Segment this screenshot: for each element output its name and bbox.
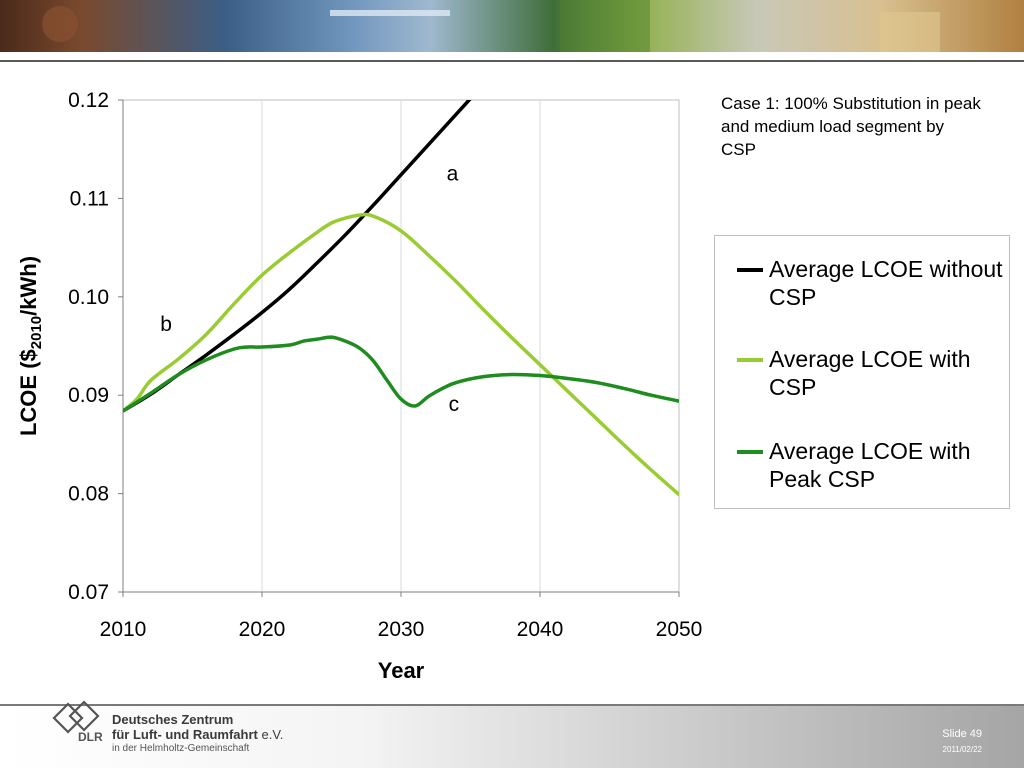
annotation-c: c bbox=[449, 393, 460, 416]
y-axis-title-tail: /kWh) bbox=[16, 256, 41, 316]
footer-divider bbox=[0, 704, 1024, 706]
dlr-logo: DLR bbox=[52, 700, 103, 744]
x-axis-title: Year bbox=[378, 658, 425, 683]
y-axis-title-sub: 2010 bbox=[28, 316, 45, 349]
slide-number: Slide 49 bbox=[942, 728, 982, 740]
header-banner bbox=[0, 0, 1024, 52]
x-tick-label-4: 2050 bbox=[656, 618, 703, 641]
org-name-line2-tail: e.V. bbox=[257, 727, 284, 742]
footer bbox=[0, 706, 1024, 768]
legend-swatch-no-csp bbox=[737, 268, 763, 272]
legend-swatch-csp bbox=[737, 358, 763, 362]
x-tick-label-1: 2020 bbox=[239, 618, 286, 641]
lcoe-chart: 0.07 0.08 0.09 0.10 0.11 0.12 2010 2020 2030 2040… bbox=[16, 89, 703, 683]
y-tick-label-2: 0.09 bbox=[68, 384, 109, 407]
org-name-line3: in der Helmholtz-Gemeinschaft bbox=[112, 743, 250, 754]
slide-date: 2011/02/22 bbox=[942, 745, 982, 754]
y-tick-label-1: 0.08 bbox=[68, 483, 109, 506]
y-tick-label-4: 0.11 bbox=[70, 187, 109, 210]
banner-image bbox=[42, 0, 940, 52]
y-axis-title-main: LCOE ($ bbox=[16, 349, 41, 436]
case-note: Case 1: 100% Substitution in peak and me… bbox=[721, 94, 981, 159]
series-line-csp bbox=[123, 212, 679, 497]
chart-legend: Average LCOE without CSP Average LCOE wi… bbox=[714, 235, 1010, 509]
y-axis-title: LCOE ($2010/kWh) bbox=[16, 256, 45, 436]
legend-label-no-csp: Average LCOE without CSP bbox=[769, 256, 1003, 310]
y-tick-label-5: 0.12 bbox=[68, 89, 109, 112]
dlr-logo-text: DLR bbox=[78, 730, 103, 744]
header-divider bbox=[0, 60, 1024, 62]
annotation-b: b bbox=[160, 313, 172, 336]
org-name-line2: für Luft- und Raumfahrt e.V. bbox=[112, 727, 283, 742]
org-name-line1: Deutsches Zentrum bbox=[112, 712, 234, 727]
y-tick-label-3: 0.10 bbox=[68, 286, 109, 309]
series-line-peak-csp bbox=[123, 335, 679, 413]
annotation-a: a bbox=[447, 163, 459, 186]
y-tick-label-0: 0.07 bbox=[68, 581, 109, 604]
org-name-line2-bold: für Luft- und Raumfahrt bbox=[112, 727, 258, 742]
legend-swatch-peak-csp bbox=[737, 450, 763, 454]
legend-label-peak-csp: Average LCOE with Peak CSP bbox=[769, 438, 971, 492]
x-tick-label-3: 2040 bbox=[517, 618, 564, 641]
x-tick-label-2: 2030 bbox=[378, 618, 425, 641]
x-tick-label-0: 2010 bbox=[100, 618, 147, 641]
legend-label-csp: Average LCOE with CSP bbox=[769, 346, 971, 400]
